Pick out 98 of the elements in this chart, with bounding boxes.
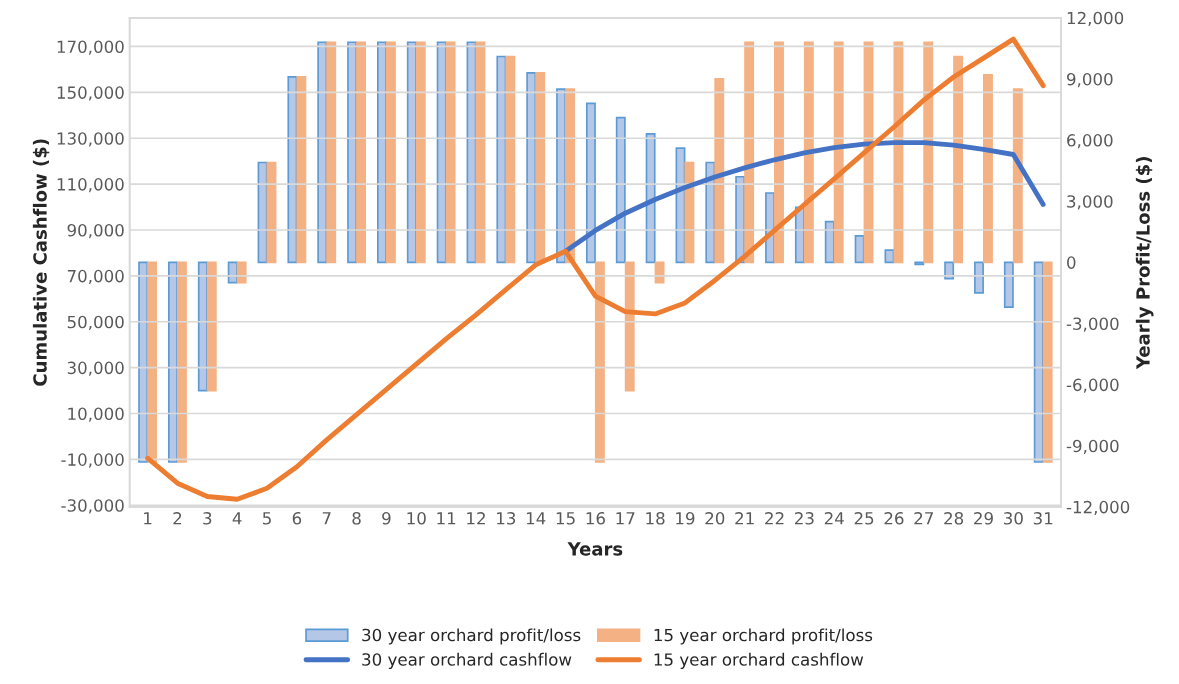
bar xyxy=(684,161,695,264)
bar xyxy=(654,261,665,284)
bar xyxy=(914,261,925,266)
y-tick-label: -30,000 xyxy=(61,499,124,514)
y-axis-title: Cumulative Cashflow ($) xyxy=(32,139,50,386)
x-tick-label: 25 xyxy=(854,512,874,525)
x-tick-label: 20 xyxy=(705,512,725,525)
x-tick-label: 12 xyxy=(467,512,485,525)
y-tick-label: 70,000 xyxy=(67,269,124,285)
y-tick-label: 30,000 xyxy=(67,361,124,376)
bar xyxy=(147,261,158,463)
bar xyxy=(615,116,626,264)
bar xyxy=(974,261,984,294)
bar xyxy=(744,41,755,264)
x-axis-title: Years xyxy=(567,542,623,556)
bar xyxy=(415,41,426,264)
y-tick-label: 110,000 xyxy=(57,178,124,193)
x-tick-label: 13 xyxy=(497,512,516,525)
x-tick-label: 10 xyxy=(407,512,426,525)
bar xyxy=(236,261,247,284)
y-tick-label: 90,000 xyxy=(67,223,124,239)
bar xyxy=(505,55,516,264)
y-tick-label: 150,000 xyxy=(57,86,124,101)
bar xyxy=(535,71,546,264)
x-tick-label: 8 xyxy=(352,512,361,525)
bar xyxy=(206,261,217,392)
x-tick-label: 23 xyxy=(794,512,814,525)
bar xyxy=(176,261,187,463)
bar xyxy=(594,261,605,463)
y-tick-label: -10,000 xyxy=(61,453,124,468)
x-tick-label: 21 xyxy=(735,512,754,525)
bar xyxy=(326,41,337,264)
bar xyxy=(624,261,635,392)
bar xyxy=(953,55,964,264)
x-tick-label: 4 xyxy=(232,512,242,525)
bar xyxy=(645,133,656,264)
x-tick-label: 3 xyxy=(203,512,212,525)
x-tick-label: 19 xyxy=(676,512,695,525)
y2-tick-label: 0 xyxy=(1067,256,1076,269)
x-tick-label: 15 xyxy=(556,512,575,525)
y2-axis-title: Yearly Profit/Loss ($) xyxy=(1135,157,1154,370)
y2-tick-label: -9,000 xyxy=(1066,439,1119,454)
bar xyxy=(944,261,955,280)
y-tick-label: 130,000 xyxy=(57,132,124,147)
line-series xyxy=(563,140,1046,254)
y2-tick-label: -3,000 xyxy=(1066,317,1119,332)
x-tick-label: 5 xyxy=(263,512,271,525)
x-tick-label: 17 xyxy=(616,512,635,525)
legend-label: 30 year orchard cashflow xyxy=(362,652,572,669)
y2-tick-label: 3,000 xyxy=(1067,195,1113,210)
y2-tick-label: -6,000 xyxy=(1066,378,1119,393)
bar xyxy=(1003,261,1014,308)
bar xyxy=(296,76,307,264)
x-tick-label: 1 xyxy=(144,512,152,525)
x-tick-label: 26 xyxy=(884,512,904,525)
x-tick-label: 31 xyxy=(1033,512,1053,525)
bar xyxy=(803,41,814,264)
bar xyxy=(833,41,844,264)
bar xyxy=(863,41,874,264)
bar xyxy=(893,41,904,264)
y-tick-label: 50,000 xyxy=(67,315,124,330)
x-tick-label: 2 xyxy=(173,512,182,525)
legend-label: 15 year orchard profit/loss xyxy=(654,628,873,645)
x-tick-label: 29 xyxy=(974,512,993,525)
bar xyxy=(854,234,865,264)
x-tick-label: 16 xyxy=(586,512,605,525)
x-tick-label: 22 xyxy=(765,512,784,525)
x-tick-label: 27 xyxy=(914,512,933,525)
y2-tick-label: -12,000 xyxy=(1066,500,1130,516)
x-tick-label: 30 xyxy=(1004,512,1023,525)
bar xyxy=(385,41,396,264)
bar xyxy=(1042,261,1053,463)
x-tick-label: 28 xyxy=(944,512,964,525)
bar xyxy=(1012,88,1023,264)
y2-tick-label: 6,000 xyxy=(1067,134,1113,149)
bar xyxy=(774,41,784,264)
legend-label: 30 year orchard profit/loss xyxy=(362,628,581,645)
y-tick-label: 10,000 xyxy=(68,407,124,422)
bar xyxy=(445,41,456,264)
x-tick-label: 11 xyxy=(437,512,456,525)
y2-tick-label: 12,000 xyxy=(1067,11,1124,27)
bar xyxy=(983,74,993,264)
legend-label: 15 year orchard cashflow xyxy=(654,652,864,669)
x-tick-label: 24 xyxy=(824,512,844,525)
x-tick-label: 6 xyxy=(292,512,302,525)
x-tick-label: 9 xyxy=(382,512,391,525)
bar xyxy=(714,78,725,264)
bar xyxy=(356,41,367,264)
line-series xyxy=(145,36,1046,502)
y2-tick-label: 9,000 xyxy=(1067,72,1113,88)
bar xyxy=(565,88,575,264)
bar xyxy=(884,249,895,264)
x-tick-label: 14 xyxy=(526,512,546,525)
y-tick-label: 170,000 xyxy=(57,40,124,55)
bar xyxy=(585,102,596,264)
bar xyxy=(923,41,934,264)
x-tick-label: 18 xyxy=(646,512,665,525)
x-tick-label: 7 xyxy=(322,512,331,525)
